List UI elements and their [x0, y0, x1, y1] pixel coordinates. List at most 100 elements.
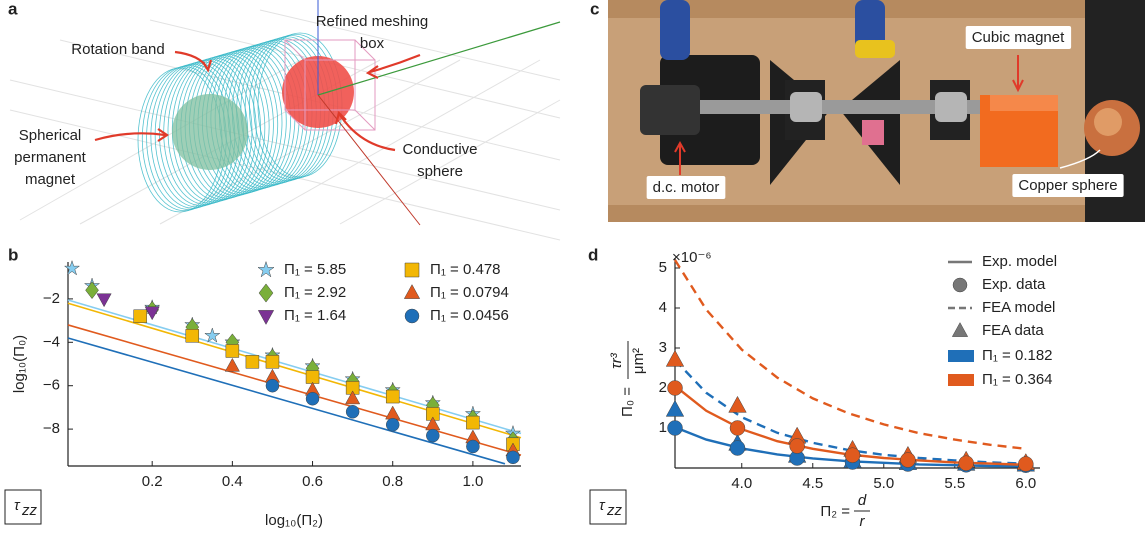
- annotation: Refined meshing: [316, 13, 429, 30]
- badge-box: [589, 489, 627, 525]
- x-tick-label: 0.4: [222, 473, 243, 490]
- annotation: Cubic magnet: [972, 29, 1065, 46]
- x-axis-label: log₁₀(Π₂): [265, 512, 323, 529]
- legend-marker: [952, 277, 968, 293]
- y-tick-label: −2: [43, 290, 60, 307]
- axis-y: [317, 21, 561, 96]
- legend-label: FEA model: [982, 299, 1055, 316]
- legend-swatch: [948, 350, 974, 362]
- point: [305, 391, 320, 406]
- meshing-box: [284, 39, 376, 131]
- rotation-band-cylinder: [137, 32, 343, 213]
- annotation: Spherical: [19, 127, 82, 144]
- legend-label: Π₁ = 0.0794: [430, 284, 509, 301]
- y-tick-label: 1: [659, 419, 667, 436]
- exp-point: [844, 447, 861, 463]
- point: [345, 404, 360, 419]
- x-axis-label: Π₂ =: [820, 503, 850, 520]
- spherical-magnet: [172, 94, 248, 170]
- point: [466, 415, 480, 430]
- y-axis-label: Π₀ = τr³ μm²: [608, 341, 647, 417]
- fit-line: [67, 324, 522, 456]
- x-tick-label: 5.5: [944, 475, 965, 492]
- x-tick-label: 4.5: [802, 475, 823, 492]
- point: [265, 378, 280, 393]
- point: [96, 293, 112, 308]
- legend-label: FEA data: [982, 322, 1044, 339]
- point: [385, 389, 400, 404]
- x-tick-label: 6.0: [1015, 475, 1036, 492]
- y-tick-label: 3: [659, 339, 667, 356]
- y-tick-label: 2: [659, 379, 667, 396]
- y-axis-label-num: τr³: [608, 352, 625, 369]
- exp-point: [729, 420, 746, 436]
- point: [185, 329, 200, 343]
- panel-c-arrows: [674, 55, 1024, 175]
- point: [385, 418, 400, 432]
- legend-label: Exp. model: [982, 253, 1057, 270]
- annotation: sphere: [417, 163, 463, 180]
- legend-marker: [951, 322, 969, 337]
- legend-label: Π₁ = 0.182: [982, 347, 1053, 364]
- x-tick-label: 4.0: [731, 475, 752, 492]
- point: [305, 370, 320, 384]
- legend-marker: [404, 262, 420, 278]
- legend-marker: [404, 308, 420, 324]
- exp-point: [667, 420, 683, 436]
- x-tick-label: 1.0: [462, 473, 483, 490]
- x-tick-label: 0.8: [382, 473, 403, 490]
- legend-swatch: [948, 374, 974, 386]
- panel-a-arrows: [94, 50, 421, 152]
- point: [265, 355, 280, 369]
- panel-letter: b: [8, 245, 18, 264]
- exp-point: [900, 452, 916, 468]
- legend-label: Π₁ = 1.64: [284, 307, 346, 324]
- annotation: magnet: [25, 171, 76, 188]
- y-tick-label: −6: [43, 377, 60, 394]
- y-tick-label: −8: [43, 420, 60, 437]
- point: [85, 281, 99, 300]
- point: [245, 355, 260, 369]
- exp-point: [667, 380, 683, 396]
- label-box: [965, 25, 1072, 49]
- label-box: [646, 175, 726, 199]
- y-tick-label: −4: [43, 333, 60, 350]
- y-axis-label-den: μm²: [630, 348, 647, 374]
- fit-line: [67, 337, 506, 465]
- panel-letter: a: [8, 0, 18, 18]
- y-axis-label-lhs: Π₀ =: [619, 387, 636, 417]
- annotation: Rotation band: [71, 41, 164, 58]
- annotation: box: [360, 35, 385, 52]
- labels: a c Rotation band Refined meshing box Spheric…: [8, 0, 1124, 199]
- legend-marker: [403, 284, 421, 299]
- panel-c-pointer: [1059, 149, 1101, 169]
- point: [63, 259, 81, 276]
- legend-label: Π₁ = 0.478: [430, 261, 501, 278]
- point: [385, 405, 401, 420]
- point: [144, 306, 160, 321]
- axis-x: [317, 94, 421, 226]
- annotation: permanent: [14, 149, 87, 166]
- fea-point: [665, 399, 685, 417]
- exp-point: [729, 440, 746, 456]
- x-axis-label: d: [858, 492, 867, 509]
- legend-label: Π₁ = 5.85: [284, 261, 346, 278]
- x-tick-label: 5.0: [873, 475, 894, 492]
- point: [133, 309, 147, 324]
- point: [345, 390, 361, 405]
- legend-label: Exp. data: [982, 276, 1046, 293]
- badge-sub: zz: [21, 502, 38, 519]
- point: [204, 327, 221, 343]
- y-tick-label: 4: [659, 299, 667, 316]
- point: [506, 450, 520, 465]
- fea-model: [673, 259, 1026, 450]
- fea-point: [665, 349, 685, 367]
- point: [225, 344, 240, 358]
- legend-label: Π₁ = 0.0456: [430, 307, 509, 324]
- legend-marker: [258, 283, 274, 303]
- point: [224, 357, 240, 372]
- fit-line: [67, 302, 522, 439]
- y-scale-label: ×10⁻⁶: [672, 249, 712, 266]
- panel-letter: c: [590, 0, 599, 18]
